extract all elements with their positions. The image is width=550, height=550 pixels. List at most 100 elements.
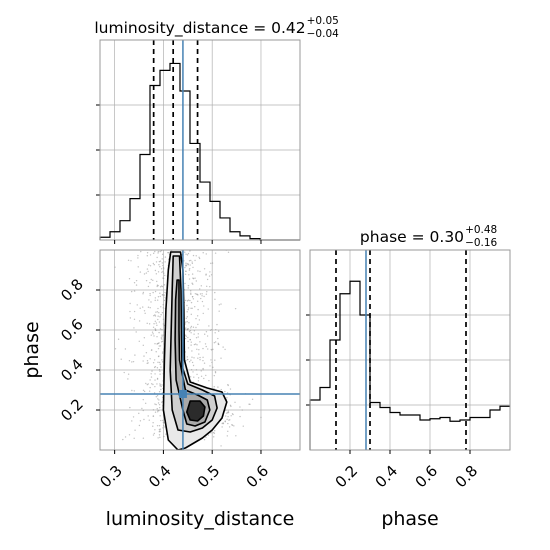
scatter-point	[186, 329, 188, 331]
scatter-point	[201, 293, 203, 295]
scatter-point	[160, 388, 162, 391]
scatter-point	[128, 278, 131, 280]
scatter-point	[188, 322, 190, 324]
scatter-point	[143, 355, 145, 357]
scatter-point	[210, 359, 212, 361]
scatter-point	[218, 304, 221, 306]
scatter-point	[203, 362, 206, 364]
scatter-point	[146, 255, 149, 257]
scatter-point	[158, 403, 161, 406]
scatter-point	[231, 424, 233, 426]
scatter-point	[158, 312, 160, 314]
joint-ytick-label: 0.8	[57, 275, 87, 305]
scatter-point	[158, 345, 161, 347]
scatter-point	[231, 413, 234, 415]
scatter-point	[122, 438, 124, 441]
scatter-point	[163, 272, 165, 274]
scatter-point	[195, 326, 197, 329]
scatter-point	[205, 331, 208, 333]
scatter-point	[152, 421, 154, 424]
scatter-point	[164, 256, 167, 258]
scatter-point	[158, 391, 161, 393]
scatter-point	[160, 268, 163, 270]
scatter-point	[161, 361, 164, 363]
scatter-point	[133, 318, 136, 321]
scatter-point	[155, 261, 158, 263]
scatter-point	[142, 293, 144, 295]
scatter-point	[234, 401, 236, 404]
scatter-point	[190, 325, 193, 328]
scatter-point	[191, 273, 194, 275]
scatter-point	[188, 269, 191, 271]
scatter-point	[150, 376, 153, 378]
scatter-point	[191, 350, 193, 352]
scatter-point	[128, 359, 131, 362]
scatter-point	[190, 293, 192, 296]
scatter-point	[194, 259, 196, 262]
scatter-point	[213, 436, 215, 438]
scatter-point	[161, 401, 163, 403]
scatter-point	[133, 437, 135, 440]
scatter-point	[158, 409, 160, 412]
scatter-point	[162, 340, 164, 343]
scatter-point	[146, 383, 149, 386]
scatter-point	[220, 357, 222, 359]
scatter-point	[161, 359, 163, 361]
scatter-point	[159, 383, 161, 385]
scatter-point	[154, 269, 157, 272]
scatter-point	[132, 360, 135, 363]
scatter-point	[197, 333, 199, 335]
joint-truth-marker	[178, 390, 187, 398]
scatter-point	[203, 268, 206, 270]
scatter-point	[138, 340, 140, 343]
scatter-point	[196, 293, 198, 296]
scatter-point	[150, 334, 152, 336]
scatter-point	[187, 307, 190, 309]
phase-histogram-line	[309, 280, 510, 450]
scatter-point	[189, 264, 191, 266]
scatter-point	[158, 260, 161, 263]
scatter-point	[155, 403, 157, 406]
scatter-point	[206, 335, 209, 337]
scatter-point	[213, 374, 215, 377]
scatter-point	[187, 299, 190, 301]
scatter-point	[158, 342, 160, 344]
scatter-point	[149, 307, 151, 309]
scatter-point	[161, 294, 164, 296]
scatter-point	[158, 369, 161, 371]
scatter-point	[153, 335, 155, 337]
scatter-point	[143, 273, 146, 275]
scatter-point	[152, 326, 155, 328]
scatter-point	[189, 376, 192, 378]
scatter-point	[154, 290, 157, 293]
scatter-point	[221, 426, 223, 428]
scatter-point	[146, 268, 149, 270]
scatter-point	[147, 270, 149, 273]
scatter-point	[214, 371, 217, 373]
scatter-point	[159, 266, 161, 268]
scatter-point	[161, 262, 164, 264]
scatter-point	[164, 274, 166, 277]
scatter-point	[203, 305, 205, 307]
scatter-point	[114, 266, 116, 268]
scatter-point	[144, 312, 146, 315]
scatter-point	[142, 360, 144, 362]
scatter-point	[197, 357, 199, 359]
scatter-point	[133, 282, 136, 284]
scatter-point	[155, 322, 158, 324]
scatter-point	[158, 361, 161, 364]
scatter-point	[156, 324, 158, 327]
scatter-point	[142, 409, 144, 412]
scatter-point	[186, 311, 188, 313]
scatter-point	[156, 299, 159, 301]
scatter-point	[210, 274, 213, 276]
scatter-point	[143, 310, 146, 312]
scatter-point	[185, 264, 188, 267]
scatter-point	[158, 399, 160, 401]
scatter-point	[218, 310, 220, 312]
scatter-point	[145, 352, 148, 354]
scatter-point	[159, 436, 161, 439]
scatter-point	[214, 332, 216, 334]
scatter-point	[162, 427, 164, 429]
